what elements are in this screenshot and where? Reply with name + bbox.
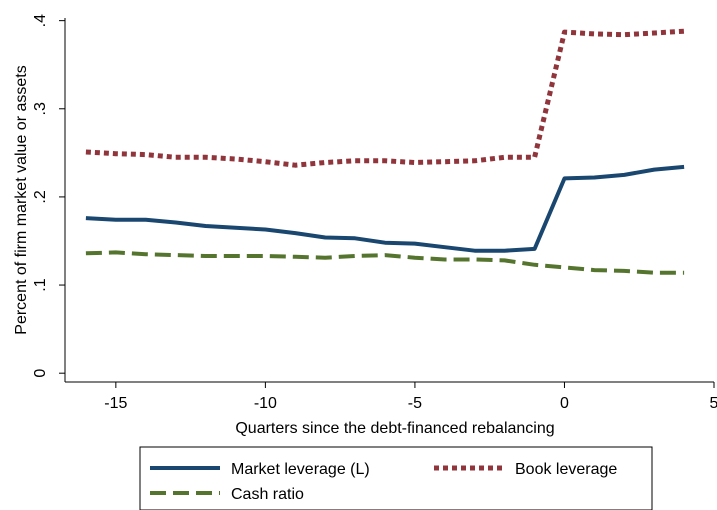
x-tick-label: -10 [254,395,277,412]
legend-box [139,446,653,510]
y-axis-title: Percent of firm market value or assets [13,65,30,334]
x-axis-title: Quarters since the debt-financed rebalan… [235,420,554,437]
book-leverage-line [85,28,685,168]
y-tick-label: .2 [32,190,49,203]
legend-label-cash-ratio: Cash ratio [231,486,304,503]
y-tick-label: .3 [32,102,49,115]
cash-ratio-line [85,250,685,275]
market-leverage-line [85,164,685,253]
x-tick-label: -15 [104,395,127,412]
x-tick-label: -5 [408,395,422,412]
x-axis: -15 -10 -5 0 5 Quarters since the debt-finan… [65,381,717,437]
plot-area [85,28,685,275]
legend: Market leverage (L) Book leverage Cash r… [139,446,653,510]
x-tick-label: 5 [710,395,717,412]
y-tick-label: .4 [32,14,49,27]
legend-label-market-leverage: Market leverage (L) [231,461,370,478]
y-axis: 0 .1 .2 .3 .4 Percent of firm market value o… [13,14,66,382]
y-tick-label: 0 [32,369,49,378]
x-tick-label: 0 [560,395,569,412]
y-tick-label: .1 [32,278,49,291]
legend-label-book-leverage: Book leverage [515,461,617,478]
